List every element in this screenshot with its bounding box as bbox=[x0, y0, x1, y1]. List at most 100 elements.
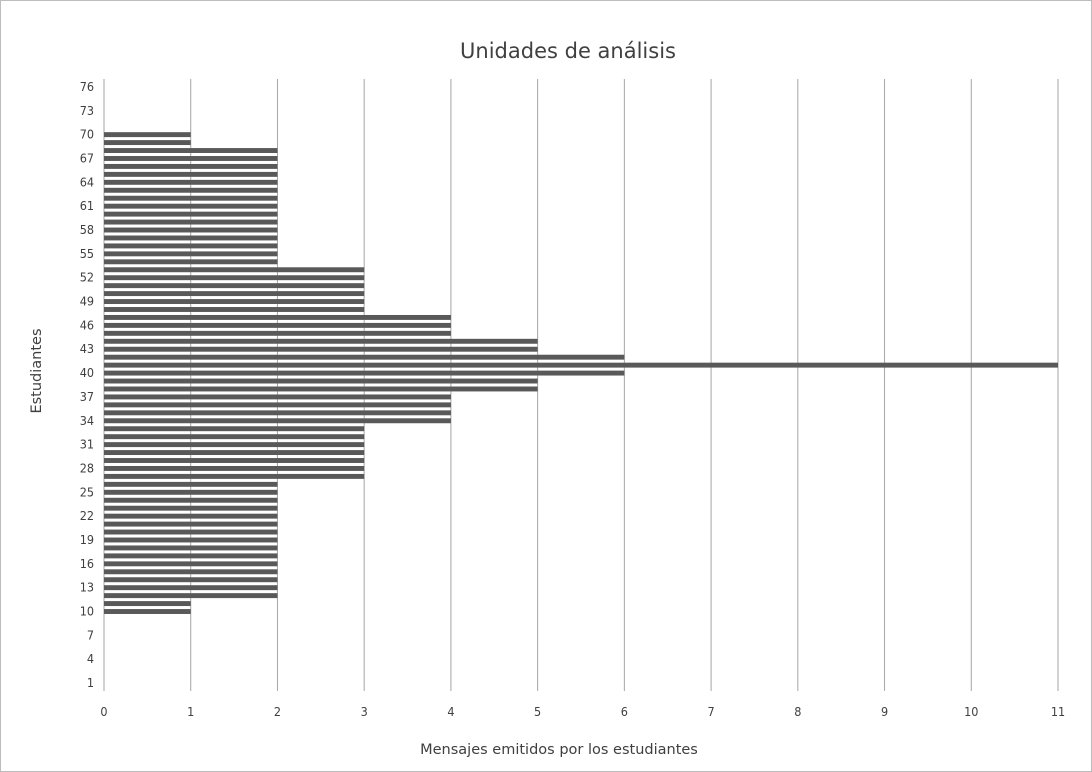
bar bbox=[104, 179, 278, 185]
bar bbox=[104, 291, 365, 297]
bar bbox=[104, 243, 278, 249]
x-tick-label: 4 bbox=[447, 704, 454, 719]
bar bbox=[104, 275, 365, 281]
bar bbox=[104, 314, 451, 320]
bar bbox=[104, 370, 625, 376]
x-tick-label: 5 bbox=[534, 704, 541, 719]
bar bbox=[104, 156, 278, 161]
y-tick-label: 31 bbox=[80, 437, 94, 452]
bar bbox=[104, 465, 365, 471]
x-tick-label: 6 bbox=[621, 704, 628, 719]
y-tick-label: 7 bbox=[87, 627, 94, 642]
x-tick-label: 10 bbox=[964, 704, 978, 719]
y-tick-label: 40 bbox=[80, 365, 94, 380]
bar bbox=[104, 593, 278, 599]
bar bbox=[104, 307, 365, 312]
bar bbox=[104, 299, 365, 305]
bar bbox=[104, 418, 451, 424]
gridlines bbox=[103, 79, 1059, 691]
y-tick-label: 13 bbox=[80, 580, 94, 595]
x-axis-ticks: 0 1 2 3 4 5 6 7 8 9 10 11 bbox=[100, 704, 1065, 719]
bar bbox=[104, 545, 278, 551]
y-tick-label: 61 bbox=[80, 198, 94, 213]
y-tick-label: 55 bbox=[80, 246, 94, 261]
bar bbox=[104, 203, 278, 209]
x-axis-label: Mensajes emitidos por los estudiantes bbox=[420, 742, 698, 758]
bar bbox=[104, 163, 278, 169]
bar bbox=[104, 442, 365, 448]
bar bbox=[104, 561, 278, 567]
bar bbox=[104, 458, 365, 463]
y-tick-label: 10 bbox=[80, 604, 94, 619]
bar bbox=[104, 322, 451, 328]
bar bbox=[104, 473, 365, 479]
bar bbox=[104, 489, 278, 495]
y-tick-label: 52 bbox=[80, 270, 94, 285]
y-tick-label: 43 bbox=[80, 341, 94, 356]
bar bbox=[104, 585, 278, 591]
y-tick-label: 46 bbox=[80, 317, 94, 332]
bar bbox=[104, 148, 278, 153]
x-tick-label: 1 bbox=[187, 704, 194, 719]
bar bbox=[104, 609, 191, 614]
bar bbox=[104, 402, 451, 408]
bar bbox=[104, 410, 451, 416]
y-tick-label: 19 bbox=[80, 532, 94, 547]
bar bbox=[104, 330, 451, 336]
bar bbox=[104, 171, 278, 177]
bar bbox=[104, 426, 365, 432]
y-tick-label: 16 bbox=[80, 556, 94, 571]
y-tick-label: 4 bbox=[87, 651, 94, 666]
bar bbox=[104, 569, 278, 575]
y-axis-ticks: 1 4 7 10 13 16 19 22 25 28 31 34 37 40 43 46 49 52 55 58 61 6… bbox=[80, 79, 94, 690]
bar bbox=[104, 211, 278, 217]
x-tick-label: 0 bbox=[100, 704, 107, 719]
bar bbox=[104, 227, 278, 233]
bar bbox=[104, 577, 278, 583]
bar bbox=[104, 394, 451, 400]
bar bbox=[104, 259, 278, 265]
y-tick-label: 1 bbox=[87, 675, 94, 690]
bars bbox=[104, 132, 1058, 614]
bar bbox=[104, 529, 278, 535]
bar bbox=[104, 283, 365, 289]
bar bbox=[104, 140, 191, 146]
bar bbox=[104, 267, 365, 273]
bar bbox=[104, 346, 538, 352]
y-axis-label: Estudiantes bbox=[29, 328, 45, 413]
bar bbox=[104, 553, 278, 559]
bar bbox=[104, 537, 278, 543]
x-tick-label: 7 bbox=[708, 704, 715, 719]
bar bbox=[104, 505, 278, 511]
y-tick-label: 49 bbox=[80, 294, 94, 309]
y-tick-label: 22 bbox=[80, 508, 94, 523]
bar bbox=[104, 187, 278, 193]
bar bbox=[104, 450, 365, 456]
bar bbox=[104, 354, 625, 360]
chart-title: Unidades de análisis bbox=[460, 39, 676, 63]
y-tick-label: 73 bbox=[80, 103, 94, 118]
bar bbox=[104, 601, 191, 607]
bar bbox=[104, 338, 538, 344]
bar bbox=[104, 513, 278, 519]
y-tick-label: 64 bbox=[80, 174, 94, 189]
bar bbox=[104, 195, 278, 201]
bar bbox=[104, 434, 365, 440]
y-tick-label: 28 bbox=[80, 460, 94, 475]
x-tick-label: 3 bbox=[361, 704, 368, 719]
bar bbox=[104, 386, 538, 392]
y-tick-label: 70 bbox=[80, 127, 94, 142]
y-tick-label: 58 bbox=[80, 222, 94, 237]
y-tick-label: 34 bbox=[80, 413, 94, 428]
x-tick-label: 8 bbox=[794, 704, 801, 719]
y-tick-label: 67 bbox=[80, 150, 94, 165]
bar bbox=[104, 521, 278, 527]
y-tick-label: 25 bbox=[80, 484, 94, 499]
x-tick-label: 2 bbox=[274, 704, 281, 719]
bar bbox=[104, 219, 278, 225]
bar bbox=[104, 362, 1058, 368]
bar bbox=[104, 378, 538, 384]
bar bbox=[104, 132, 191, 138]
